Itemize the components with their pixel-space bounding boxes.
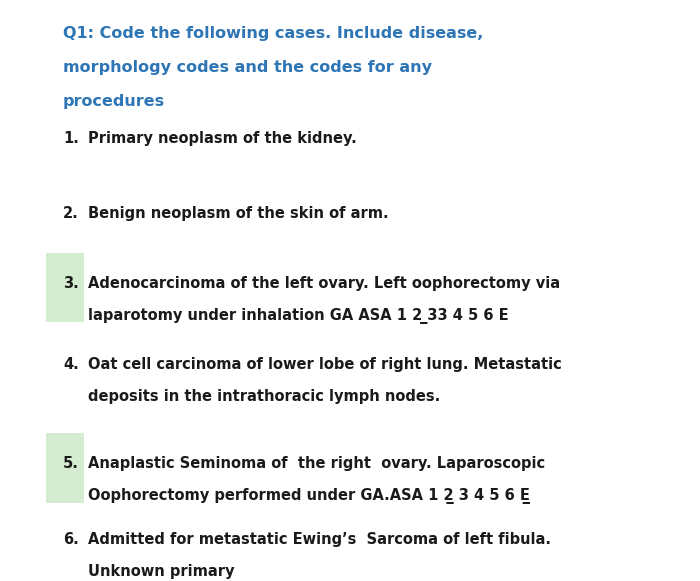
Text: Oophorectomy performed under GA.ASA 1 2̲ 3 4 5 6 E̲: Oophorectomy performed under GA.ASA 1 2̲… [88,488,529,504]
Text: morphology codes and the codes for any: morphology codes and the codes for any [63,60,432,75]
Text: Anaplastic Seminoma of  the right  ovary. Laparoscopic: Anaplastic Seminoma of the right ovary. … [88,456,545,471]
Text: Unknown primary: Unknown primary [88,564,234,579]
Text: 6.: 6. [63,532,78,547]
Text: Admitted for metastatic Ewing’s  Sarcoma of left fibula.: Admitted for metastatic Ewing’s Sarcoma … [88,532,550,547]
Text: Q1: Code the following cases. Include disease,: Q1: Code the following cases. Include di… [63,26,484,41]
Text: laparotomy under inhalation GA ASA 1 2 ̲33 4 5 6 E: laparotomy under inhalation GA ASA 1 2 ̲… [88,308,508,324]
FancyBboxPatch shape [46,253,84,322]
FancyBboxPatch shape [46,433,84,503]
Text: Oat cell carcinoma of lower lobe of right lung. Metastatic: Oat cell carcinoma of lower lobe of righ… [88,357,561,372]
Text: 1.: 1. [63,131,79,146]
Text: 2.: 2. [63,206,78,221]
Text: 5.: 5. [63,456,79,471]
Text: procedures: procedures [63,94,165,109]
Text: 4.: 4. [63,357,78,372]
Text: Primary neoplasm of the kidney.: Primary neoplasm of the kidney. [88,131,356,146]
Text: Benign neoplasm of the skin of arm.: Benign neoplasm of the skin of arm. [88,206,388,221]
Text: 3.: 3. [63,276,78,291]
Text: deposits in the intrathoracic lymph nodes.: deposits in the intrathoracic lymph node… [88,389,440,404]
Text: Adenocarcinoma of the left ovary. Left oophorectomy via: Adenocarcinoma of the left ovary. Left o… [88,276,559,291]
